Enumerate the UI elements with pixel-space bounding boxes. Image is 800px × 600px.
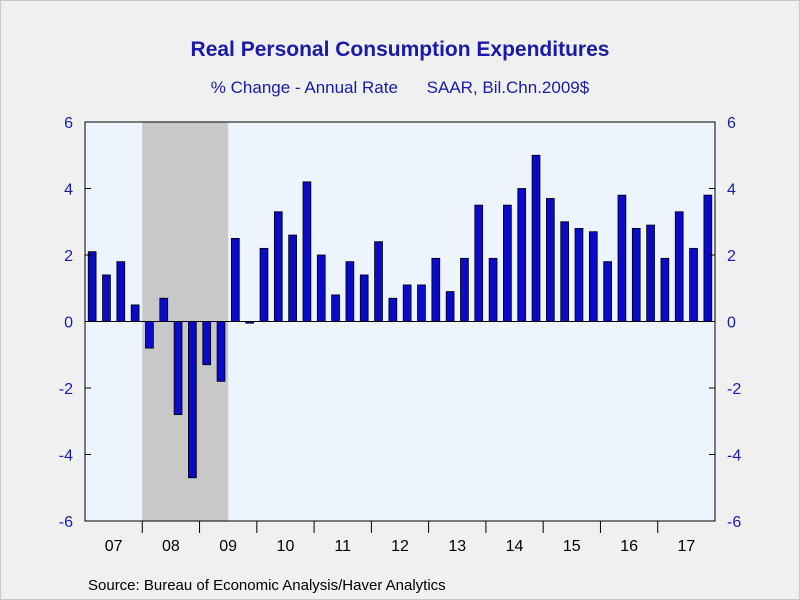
chart-subtitle: % Change - Annual Rate SAAR, Bil.Chn.200…: [0, 78, 800, 98]
y-tick-label-right: 6: [727, 115, 736, 132]
bar-2007Q3: [116, 261, 126, 322]
y-tick-label-right: 2: [727, 248, 736, 265]
bar-2015Q4: [588, 231, 598, 322]
bar-2016Q1: [603, 261, 612, 322]
bar-2014Q3: [517, 188, 527, 322]
bar-2017Q3: [689, 247, 698, 322]
x-tick-label: 15: [563, 538, 581, 555]
y-tick-label-left: -4: [59, 448, 73, 465]
bar-2010Q4: [302, 181, 312, 322]
bar-2010Q2: [273, 211, 283, 322]
bar-2015Q1: [546, 198, 555, 322]
bar-2008Q1: [145, 321, 154, 349]
bar-2008Q2: [159, 297, 169, 322]
y-tick-label-right: -2: [727, 381, 741, 398]
bar-2013Q1: [431, 257, 441, 322]
y-tick-label-left: -2: [59, 381, 73, 398]
bar-2013Q3: [460, 257, 469, 322]
x-tick-label: 17: [677, 538, 695, 555]
x-tick-label: 13: [448, 538, 466, 555]
bar-2017Q1: [660, 257, 670, 322]
bar-2014Q2: [503, 204, 512, 322]
bar-2009Q2: [216, 321, 226, 382]
bar-2012Q3: [402, 284, 412, 322]
bar-2016Q2: [617, 194, 627, 322]
x-tick-label: 10: [277, 538, 295, 555]
bar-2007Q1: [87, 251, 97, 322]
bar-2012Q2: [388, 297, 398, 322]
x-tick-label: 14: [506, 538, 524, 555]
bar-2011Q1: [316, 254, 326, 322]
x-tick-label: 07: [105, 538, 123, 555]
y-tick-label-right: 4: [727, 182, 736, 199]
bar-2009Q3: [230, 237, 240, 322]
bar-2008Q4: [188, 321, 197, 479]
bar-2017Q4: [703, 194, 713, 322]
y-tick-label-right: -6: [727, 514, 741, 531]
y-tick-label-left: 4: [64, 182, 73, 199]
bar-2010Q1: [259, 247, 269, 322]
bar-2013Q2: [445, 291, 455, 322]
bar-2009Q1: [202, 321, 212, 366]
bar-2011Q3: [345, 261, 355, 322]
bar-2010Q3: [288, 234, 297, 322]
x-tick-label: 12: [391, 538, 409, 555]
x-tick-label: 08: [162, 538, 180, 555]
y-tick-label-right: -4: [727, 448, 741, 465]
bar-2014Q1: [488, 257, 498, 322]
y-tick-label-left: -6: [59, 514, 73, 531]
bar-2012Q4: [417, 284, 426, 322]
subtitle-right: SAAR, Bil.Chn.2009$: [426, 78, 590, 97]
bar-2008Q3: [173, 321, 183, 415]
bar-2017Q2: [674, 211, 684, 322]
bar-2013Q4: [474, 204, 484, 322]
bar-2016Q3: [631, 227, 641, 322]
bar-2012Q1: [374, 241, 383, 322]
source-note: Source: Bureau of Economic Analysis/Have…: [88, 577, 446, 594]
y-tick-label-left: 0: [64, 315, 73, 332]
y-tick-label-left: 6: [64, 115, 73, 132]
x-tick-label: 11: [334, 538, 351, 555]
y-tick-label-left: 2: [64, 248, 73, 265]
subtitle-left: % Change - Annual Rate: [210, 78, 398, 97]
chart-title: Real Personal Consumption Expenditures: [190, 38, 610, 61]
bar-2015Q2: [560, 221, 569, 322]
bar-2007Q4: [130, 304, 140, 322]
bar-2007Q2: [102, 274, 111, 322]
x-tick-label: 09: [219, 538, 237, 555]
bar-2011Q2: [331, 294, 340, 322]
bar-2014Q4: [531, 154, 541, 322]
bar-2015Q3: [574, 227, 584, 322]
bar-2016Q4: [646, 224, 655, 322]
x-tick-label: 16: [620, 538, 638, 555]
y-tick-label-right: 0: [727, 315, 736, 332]
bar-2011Q4: [359, 274, 369, 322]
